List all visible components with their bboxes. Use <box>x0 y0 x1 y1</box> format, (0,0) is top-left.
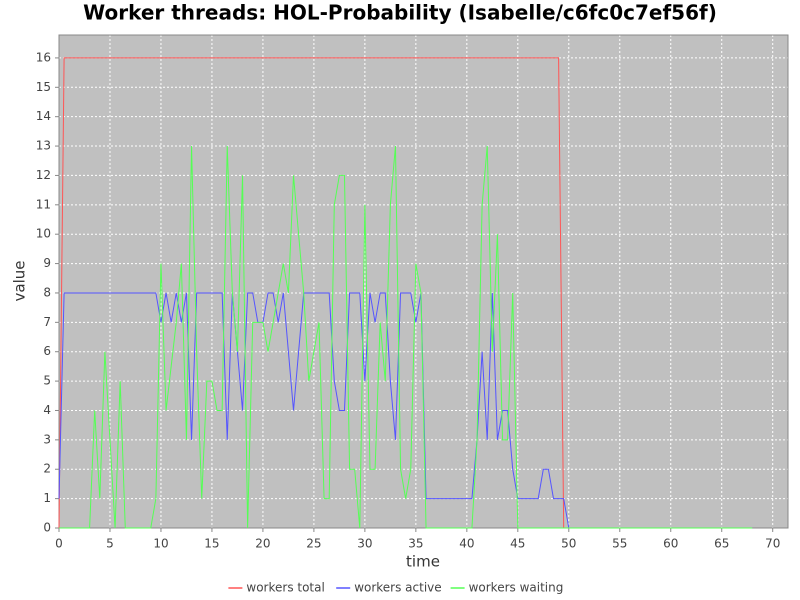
legend-label: workers active <box>354 581 441 595</box>
x-tick-label: 50 <box>561 537 576 551</box>
y-tick-label: 1 <box>43 491 51 505</box>
y-tick-label: 11 <box>36 197 51 211</box>
x-tick-label: 15 <box>204 537 219 551</box>
x-tick-label: 20 <box>255 537 270 551</box>
y-tick-label: 5 <box>43 374 51 388</box>
x-tick-label: 30 <box>357 537 372 551</box>
y-tick-label: 13 <box>36 139 51 153</box>
legend-label: workers waiting <box>469 581 564 595</box>
legend-label: workers total <box>246 581 324 595</box>
chart-title: Worker threads: HOL-Probability (Isabell… <box>83 1 717 25</box>
y-tick-label: 3 <box>43 432 51 446</box>
x-tick-label: 55 <box>612 537 627 551</box>
series-line <box>59 146 753 529</box>
x-tick-label: 60 <box>663 537 678 551</box>
x-tick-label: 35 <box>408 537 423 551</box>
x-tick-label: 5 <box>106 537 114 551</box>
plot-border <box>58 34 789 529</box>
x-tick-label: 45 <box>510 537 525 551</box>
y-tick-label: 0 <box>43 521 51 535</box>
y-tick-label: 7 <box>43 315 51 329</box>
x-tick-label: 0 <box>55 537 63 551</box>
y-tick-label: 16 <box>36 50 51 64</box>
x-tick-label: 25 <box>306 537 321 551</box>
y-tick-label: 2 <box>43 462 51 476</box>
y-axis-label: value <box>11 261 29 302</box>
y-tick-label: 9 <box>43 256 51 270</box>
y-tick-label: 15 <box>36 80 51 94</box>
x-tick-label: 40 <box>459 537 474 551</box>
x-tick-label: 65 <box>714 537 729 551</box>
x-axis-label: time <box>406 553 440 571</box>
y-tick-label: 8 <box>43 285 51 299</box>
x-tick-label: 70 <box>765 537 780 551</box>
y-tick-label: 4 <box>43 403 51 417</box>
x-tick-label: 10 <box>153 537 168 551</box>
y-tick-label: 12 <box>36 168 51 182</box>
y-tick-label: 14 <box>36 109 51 123</box>
y-tick-label: 6 <box>43 344 51 358</box>
y-tick-label: 10 <box>36 227 51 241</box>
plot-area <box>59 35 788 528</box>
